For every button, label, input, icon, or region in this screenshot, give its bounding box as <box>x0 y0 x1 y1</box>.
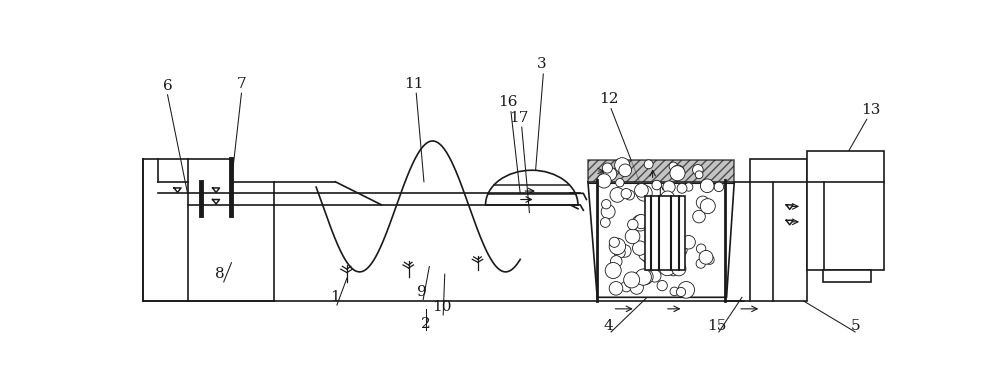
Circle shape <box>714 182 724 192</box>
Circle shape <box>696 244 706 253</box>
Circle shape <box>602 200 611 209</box>
Circle shape <box>670 265 679 274</box>
Circle shape <box>628 219 638 230</box>
Circle shape <box>673 215 682 223</box>
Circle shape <box>609 238 626 254</box>
Circle shape <box>647 246 661 260</box>
Circle shape <box>610 187 625 202</box>
Circle shape <box>659 259 676 276</box>
Bar <box>645 196 685 270</box>
Circle shape <box>644 160 653 169</box>
Circle shape <box>693 210 705 223</box>
Circle shape <box>633 241 647 255</box>
Polygon shape <box>588 182 734 297</box>
Circle shape <box>669 267 678 276</box>
Circle shape <box>705 255 714 264</box>
Text: 5: 5 <box>850 319 860 333</box>
Circle shape <box>621 281 632 292</box>
Circle shape <box>670 287 679 296</box>
Circle shape <box>605 263 621 279</box>
Circle shape <box>632 272 646 286</box>
Text: 1: 1 <box>331 290 340 304</box>
Circle shape <box>600 218 610 227</box>
Circle shape <box>604 167 617 181</box>
Circle shape <box>699 250 713 264</box>
Circle shape <box>703 200 714 211</box>
Circle shape <box>639 248 651 261</box>
Circle shape <box>625 229 640 244</box>
Text: 9: 9 <box>417 285 427 299</box>
Circle shape <box>672 243 680 251</box>
Circle shape <box>634 214 648 229</box>
Circle shape <box>656 207 668 220</box>
Circle shape <box>624 272 640 288</box>
Circle shape <box>616 178 624 187</box>
Circle shape <box>609 237 619 247</box>
Circle shape <box>632 215 648 231</box>
Circle shape <box>672 165 684 177</box>
Circle shape <box>700 199 715 214</box>
Circle shape <box>700 179 714 192</box>
Circle shape <box>625 277 635 287</box>
Bar <box>807 151 884 270</box>
Circle shape <box>610 256 622 267</box>
Circle shape <box>675 244 687 256</box>
Text: 16: 16 <box>498 96 518 109</box>
Circle shape <box>609 281 623 295</box>
Circle shape <box>663 181 675 193</box>
Text: 13: 13 <box>861 103 880 117</box>
Text: 8: 8 <box>215 267 225 281</box>
Circle shape <box>659 207 668 216</box>
Text: 11: 11 <box>404 77 424 91</box>
Text: 15: 15 <box>707 319 726 333</box>
Text: 2: 2 <box>421 317 431 331</box>
Circle shape <box>597 174 611 188</box>
Circle shape <box>657 281 667 291</box>
Circle shape <box>677 183 687 193</box>
Circle shape <box>696 196 709 209</box>
Circle shape <box>630 281 643 294</box>
Circle shape <box>619 245 631 257</box>
Bar <box>750 159 807 301</box>
Circle shape <box>601 205 615 219</box>
Circle shape <box>661 230 669 238</box>
Circle shape <box>637 269 653 285</box>
Circle shape <box>682 236 695 249</box>
Circle shape <box>635 269 651 285</box>
Bar <box>823 270 871 282</box>
Text: 6: 6 <box>163 78 172 93</box>
Circle shape <box>621 189 631 199</box>
Circle shape <box>693 165 703 175</box>
Circle shape <box>635 183 648 197</box>
Text: 10: 10 <box>432 300 451 314</box>
Circle shape <box>684 183 693 191</box>
Text: 7: 7 <box>237 77 246 91</box>
Circle shape <box>678 281 695 298</box>
Circle shape <box>625 190 635 200</box>
Circle shape <box>619 164 632 177</box>
Circle shape <box>696 259 705 268</box>
Polygon shape <box>588 160 734 182</box>
Circle shape <box>661 191 674 205</box>
Circle shape <box>672 262 686 276</box>
Circle shape <box>652 180 662 190</box>
Circle shape <box>649 270 661 282</box>
Text: 12: 12 <box>599 93 618 106</box>
Circle shape <box>615 158 630 173</box>
Circle shape <box>669 162 678 171</box>
Circle shape <box>670 166 685 181</box>
Text: 17: 17 <box>509 111 528 125</box>
Circle shape <box>695 171 703 179</box>
Circle shape <box>676 287 686 297</box>
Text: 4: 4 <box>604 319 614 333</box>
Circle shape <box>602 163 612 173</box>
Circle shape <box>658 230 668 240</box>
Circle shape <box>641 248 657 263</box>
Text: 3: 3 <box>537 57 547 71</box>
Circle shape <box>636 185 652 201</box>
Circle shape <box>614 247 625 258</box>
